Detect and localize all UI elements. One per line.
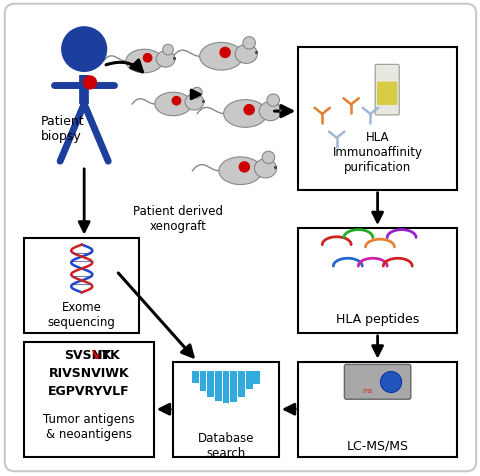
FancyBboxPatch shape [376, 82, 396, 106]
Circle shape [171, 97, 181, 106]
Text: Patient derived
xenograft: Patient derived xenograft [132, 205, 223, 233]
Bar [222, 371, 229, 404]
Text: V: V [92, 348, 101, 361]
Circle shape [262, 152, 274, 164]
FancyBboxPatch shape [298, 48, 456, 190]
Ellipse shape [223, 100, 266, 128]
FancyBboxPatch shape [374, 65, 398, 116]
Bar [253, 371, 260, 385]
Text: Tumor antigens
& neoantigens: Tumor antigens & neoantigens [43, 412, 134, 440]
Circle shape [243, 105, 254, 116]
FancyBboxPatch shape [5, 5, 475, 471]
Text: RIVSNVIWK: RIVSNVIWK [48, 366, 129, 379]
Text: SVSNK: SVSNK [63, 348, 111, 361]
FancyBboxPatch shape [24, 343, 154, 457]
Text: Patient
biopsy: Patient biopsy [41, 115, 84, 142]
Text: ITK: ITK [97, 348, 120, 361]
Circle shape [238, 162, 250, 173]
Bar [199, 371, 206, 391]
FancyBboxPatch shape [344, 365, 410, 399]
Bar [238, 371, 244, 397]
Circle shape [61, 27, 107, 73]
Circle shape [83, 76, 97, 90]
Ellipse shape [155, 93, 191, 117]
FancyBboxPatch shape [298, 362, 456, 457]
FancyBboxPatch shape [298, 228, 456, 333]
Ellipse shape [156, 52, 175, 68]
Ellipse shape [254, 159, 276, 178]
Text: LC-MS/MS: LC-MS/MS [346, 438, 408, 452]
Bar [215, 371, 221, 401]
Text: Database
search: Database search [197, 431, 254, 459]
Ellipse shape [185, 95, 204, 111]
Circle shape [242, 38, 255, 50]
FancyBboxPatch shape [173, 362, 278, 457]
Circle shape [380, 372, 401, 393]
Text: HLA peptides: HLA peptides [335, 312, 419, 326]
Text: ms: ms [362, 387, 373, 394]
Circle shape [191, 88, 202, 99]
Circle shape [266, 95, 279, 107]
Bar [207, 371, 214, 397]
FancyBboxPatch shape [24, 238, 139, 333]
Bar [230, 371, 237, 402]
Ellipse shape [199, 43, 242, 71]
Circle shape [162, 45, 173, 56]
Bar [192, 371, 198, 383]
Ellipse shape [259, 102, 281, 121]
Ellipse shape [126, 50, 162, 74]
Text: HLA
Immunoaffinity
purification: HLA Immunoaffinity purification [332, 131, 422, 174]
Ellipse shape [235, 45, 257, 64]
Circle shape [219, 48, 230, 59]
Text: EGPVRYVLF: EGPVRYVLF [48, 384, 130, 397]
Ellipse shape [218, 158, 262, 185]
Text: Exome
sequencing: Exome sequencing [48, 300, 116, 328]
Circle shape [143, 54, 152, 63]
Bar [245, 371, 252, 389]
